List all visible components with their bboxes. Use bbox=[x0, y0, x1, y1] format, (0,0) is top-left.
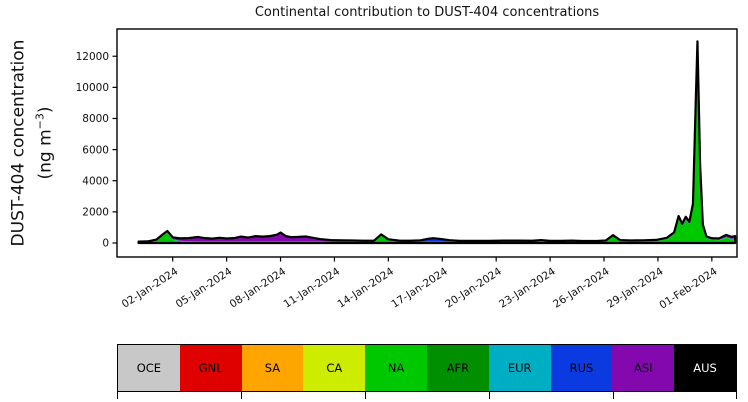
x-tick-label: 02-Jan-2024 bbox=[120, 265, 181, 310]
x-tick-label: 20-Jan-2024 bbox=[443, 265, 504, 310]
x-tick-label: 01-Feb-2024 bbox=[657, 265, 719, 311]
legend-label-na: NA bbox=[387, 361, 405, 375]
x-tick-label: 23-Jan-2024 bbox=[497, 265, 558, 310]
legend-label-eur: EUR bbox=[507, 361, 532, 375]
y-tick-label: 8000 bbox=[82, 113, 109, 125]
legend-label-rus: RUS bbox=[569, 361, 594, 375]
area-rus bbox=[138, 47, 736, 242]
y-tick-label: 0 bbox=[102, 238, 109, 250]
area-na bbox=[138, 47, 736, 243]
legend-item-ca: CA bbox=[303, 345, 366, 391]
chart-title: Continental contribution to DUST-404 con… bbox=[254, 5, 600, 20]
total-outline bbox=[137, 40, 737, 245]
x-tick-label: 14-Jan-2024 bbox=[335, 265, 396, 310]
legend-axis-tick bbox=[117, 392, 119, 399]
legend-label-ca: CA bbox=[326, 361, 343, 375]
legend-label-oce: OCE bbox=[136, 361, 162, 375]
legend-item-gnl: GNL bbox=[179, 345, 242, 391]
legend-axis-tick bbox=[735, 392, 737, 399]
legend-axis-tick bbox=[489, 392, 491, 399]
legend-item-rus: RUS bbox=[550, 345, 613, 391]
y-tick-label: 10000 bbox=[76, 82, 109, 94]
legend-label-gnl: GNL bbox=[198, 361, 223, 375]
legend-label-afr: AFR bbox=[446, 361, 470, 375]
y-tick-label: 4000 bbox=[82, 175, 109, 187]
legend-label-sa: SA bbox=[264, 361, 281, 375]
area-asi bbox=[138, 41, 736, 242]
area-eur bbox=[138, 47, 736, 243]
legend-item-eur: EUR bbox=[488, 345, 551, 391]
legend-item-afr: AFR bbox=[426, 345, 489, 391]
legend-item-asi: ASI bbox=[612, 345, 675, 391]
x-tick-label: 17-Jan-2024 bbox=[389, 265, 450, 310]
x-tick-label: 29-Jan-2024 bbox=[605, 265, 666, 310]
legend-axis-tick bbox=[365, 392, 367, 399]
y-tick-label: 2000 bbox=[82, 207, 109, 219]
legend-item-oce: OCE bbox=[118, 345, 180, 391]
legend-item-na: NA bbox=[365, 345, 427, 391]
legend-item-sa: SA bbox=[241, 345, 304, 391]
area-aus bbox=[138, 41, 736, 242]
y-tick-label: 12000 bbox=[76, 51, 109, 63]
legend-label-aus: AUS bbox=[693, 361, 717, 375]
legend-color-band: OCE GNL SA CA NA AFR EUR RUS ASI AUS bbox=[117, 344, 737, 392]
legend-axis-ticks bbox=[117, 392, 737, 400]
legend-label-asi: ASI bbox=[633, 361, 653, 375]
area-afr bbox=[138, 47, 736, 243]
x-tick-label: 26-Jan-2024 bbox=[551, 265, 612, 310]
legend-axis-tick bbox=[613, 392, 615, 399]
legend-axis-tick bbox=[241, 392, 243, 399]
x-tick-label: 05-Jan-2024 bbox=[174, 265, 235, 310]
y-tick-label: 6000 bbox=[82, 144, 109, 156]
x-tick-label: 08-Jan-2024 bbox=[228, 265, 289, 310]
axes-frame bbox=[116, 28, 738, 258]
legend-item-aus: AUS bbox=[674, 345, 736, 391]
x-tick-label: 11-Jan-2024 bbox=[282, 265, 343, 310]
